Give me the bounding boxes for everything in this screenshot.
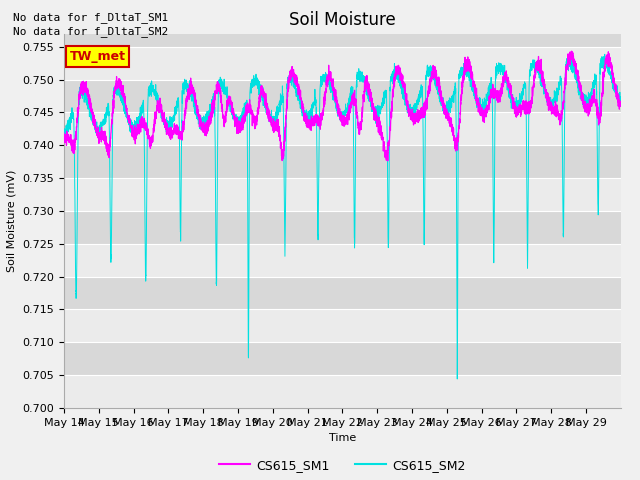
Bar [64, 342, 621, 375]
Y-axis label: Soil Moisture (mV): Soil Moisture (mV) [7, 169, 17, 272]
Bar [64, 34, 621, 47]
Bar [64, 178, 621, 211]
Bar [64, 145, 621, 178]
Title: Soil Moisture: Soil Moisture [289, 11, 396, 29]
Bar [64, 276, 621, 310]
Bar [64, 112, 621, 145]
Legend: CS615_SM1, CS615_SM2: CS615_SM1, CS615_SM2 [214, 454, 471, 477]
Bar [64, 244, 621, 276]
Bar [64, 310, 621, 342]
Bar [64, 47, 621, 80]
X-axis label: Time: Time [329, 433, 356, 443]
Text: No data for f_DltaT_SM1: No data for f_DltaT_SM1 [13, 12, 168, 23]
Bar [64, 211, 621, 244]
Text: No data for f_DltaT_SM2: No data for f_DltaT_SM2 [13, 26, 168, 37]
Bar [64, 80, 621, 112]
Bar [64, 375, 621, 408]
Text: TW_met: TW_met [70, 50, 125, 63]
